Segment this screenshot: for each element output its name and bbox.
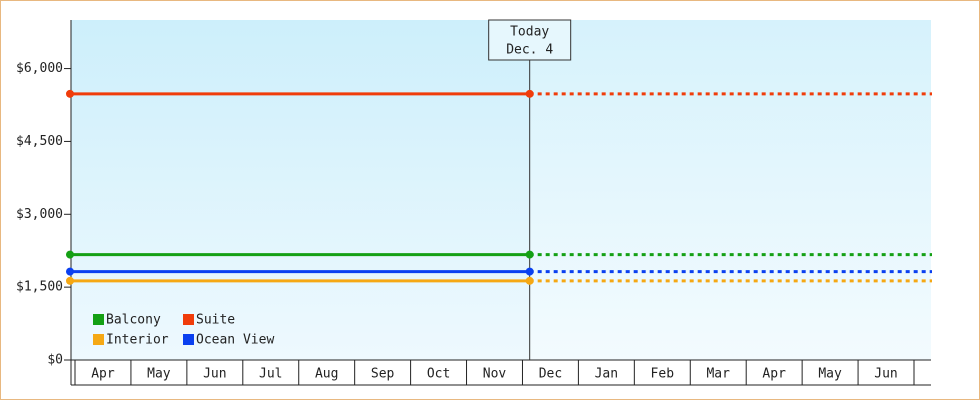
x-tick-label: Dec [539,367,562,382]
x-tick-label: Oct [427,367,450,382]
x-tick-label: Feb [651,367,675,382]
price-point [525,276,534,285]
x-tick-label: May [147,367,171,382]
legend-label: Interior [106,333,169,348]
x-tick-label: Apr [91,367,115,382]
price-point [66,250,74,259]
x-tick-label: Jan [595,367,618,382]
price-point [525,267,534,276]
future-area [529,20,931,360]
legend-swatch [93,334,104,345]
y-tick-label: $0 [47,353,63,368]
legend-label: Suite [196,313,235,328]
y-tick-label: $1,500 [16,280,63,295]
price-point [66,276,74,285]
y-tick-label: $6,000 [16,61,63,76]
x-tick-label: Jun [874,367,897,382]
legend-swatch [93,314,104,325]
x-tick-label: Jul [259,367,282,382]
price-point [525,250,534,259]
x-tick-label: Sep [371,367,395,382]
today-date: Dec. 4 [506,43,553,58]
legend-swatch [183,334,194,345]
x-tick-label: Aug [315,367,338,382]
x-tick-label: Nov [483,367,507,382]
x-tick-label: Apr [762,367,786,382]
x-tick-label: Jun [203,367,226,382]
price-point [66,267,74,276]
x-tick-label: Mar [706,367,730,382]
legend-swatch [183,314,194,325]
price-point [66,89,74,98]
legend-label: Balcony [106,313,161,328]
y-tick-label: $3,000 [16,207,63,222]
y-tick-label: $4,500 [16,134,63,149]
price-point [525,89,534,98]
today-box [488,19,572,61]
today-label: Today [510,25,549,40]
right-margin [932,20,979,360]
x-tick-label: May [818,367,842,382]
legend-label: Ocean View [196,333,274,348]
